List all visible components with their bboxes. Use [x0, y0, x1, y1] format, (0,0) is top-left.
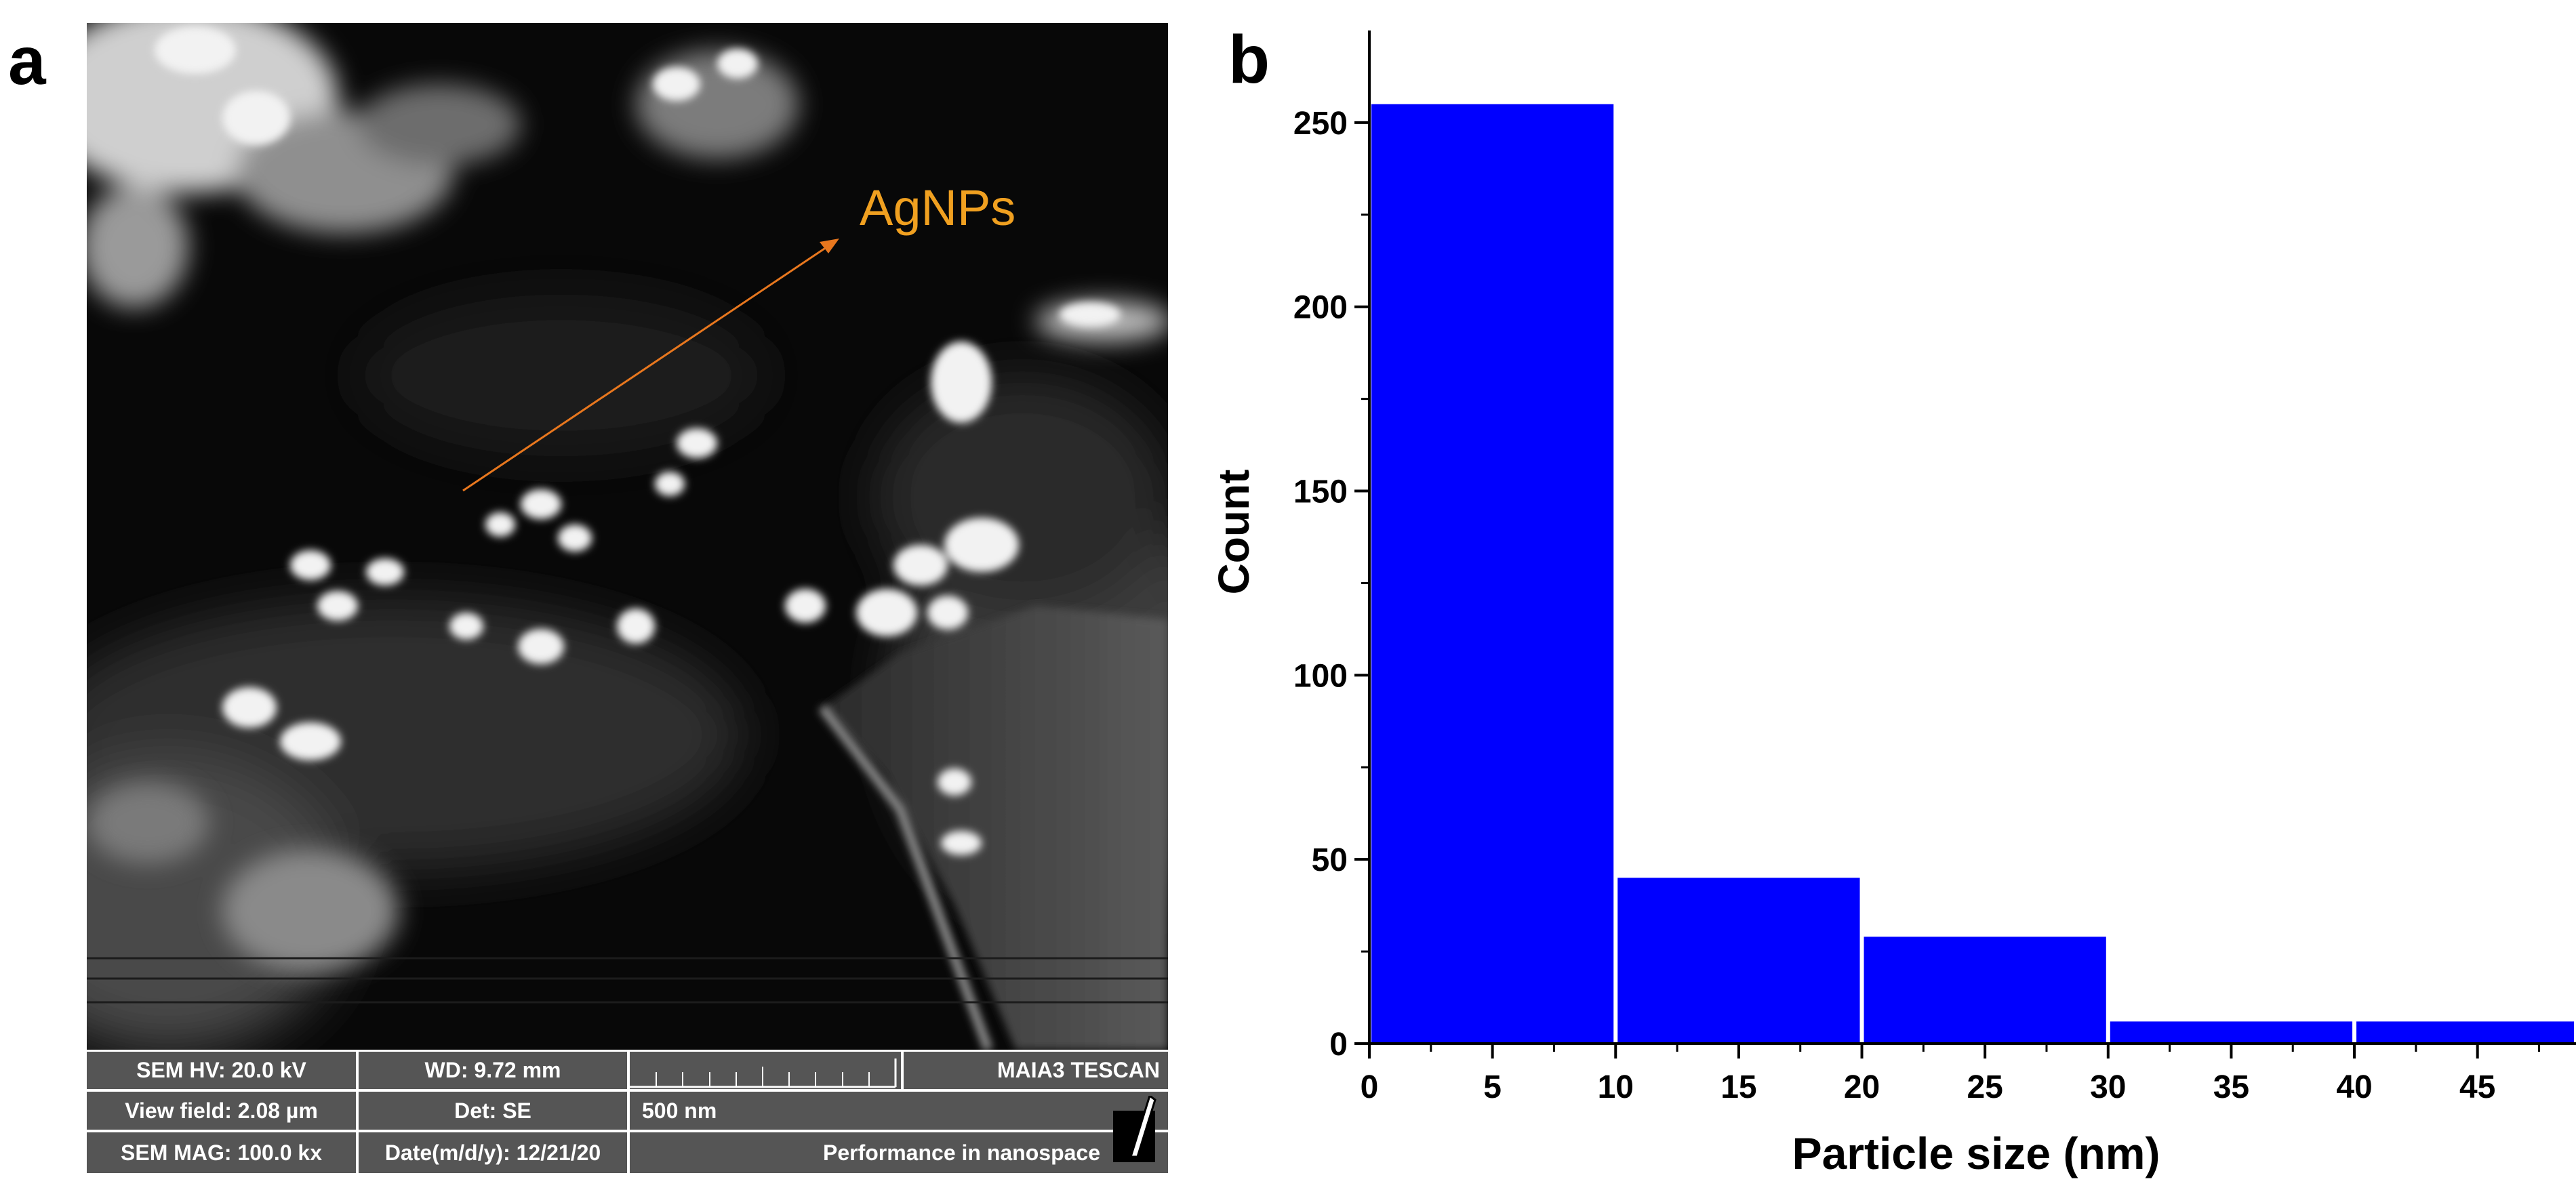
agnps-label: AgNPs [860, 180, 1015, 236]
x-tick-label: 40 [2336, 1069, 2372, 1105]
sem-micrograph-panel: AgNPs SEM HV: 20.0 kV WD: 9.72 mm [87, 23, 1168, 1175]
scale-bar [630, 1059, 897, 1088]
x-axis-label: Particle size (nm) [1792, 1128, 2160, 1178]
x-tick-label: 35 [2213, 1069, 2249, 1105]
sem-wd: WD: 9.72 mm [359, 1052, 627, 1089]
sem-micrograph: AgNPs [87, 23, 1168, 1050]
x-tick-label: 0 [1361, 1069, 1379, 1105]
y-tick-label: 150 [1293, 474, 1348, 510]
panel-label-b: b [1228, 22, 1270, 98]
histogram-bar [1864, 937, 2106, 1044]
y-tick-label: 250 [1293, 106, 1348, 142]
sem-brand: MAIA3 TESCAN [904, 1052, 1168, 1089]
sem-detector: Det: SE [359, 1092, 627, 1130]
histogram-bar [2110, 1021, 2353, 1044]
tescan-logo-icon [1113, 1096, 1156, 1162]
scale-label: 500 nm [630, 1092, 1168, 1130]
x-tick-label: 30 [2090, 1069, 2126, 1105]
sem-magnification: SEM MAG: 100.0 kx [87, 1132, 356, 1173]
sem-date: Date(m/d/y): 12/21/20 [359, 1132, 627, 1173]
sem-info-bar: SEM HV: 20.0 kV WD: 9.72 mm MAIA3 [87, 1050, 1168, 1175]
histogram-bar [1617, 878, 1860, 1044]
y-tick-label: 100 [1293, 658, 1348, 694]
panel-label-a: a [8, 23, 46, 99]
x-tick-label: 45 [2459, 1069, 2495, 1105]
histogram-panel: 0 50 100 150 200 250 0 5 10 15 20 25 30 35 40 45 Count … [1207, 14, 2576, 1189]
y-tick-label: 50 [1312, 842, 1348, 878]
x-tick-label: 10 [1598, 1069, 1634, 1105]
scale-bar-cell [630, 1052, 901, 1089]
x-tick-label: 20 [1844, 1069, 1880, 1105]
sem-hv: SEM HV: 20.0 kV [87, 1052, 356, 1089]
histogram-bar [2356, 1021, 2574, 1044]
sem-tagline: Performance in nanospace [630, 1132, 1168, 1173]
annotation-arrow [462, 243, 831, 492]
x-tick-label: 15 [1720, 1069, 1756, 1105]
histogram-bar [1371, 104, 1614, 1044]
x-tick-label: 5 [1483, 1069, 1502, 1105]
y-tick-label: 200 [1293, 290, 1348, 326]
sem-view-field: View field: 2.08 µm [87, 1092, 356, 1130]
y-tick-label: 0 [1329, 1027, 1348, 1063]
arrow-head [820, 239, 839, 253]
y-axis-label: Count [1209, 470, 1258, 595]
x-tick-label: 25 [1967, 1069, 2003, 1105]
